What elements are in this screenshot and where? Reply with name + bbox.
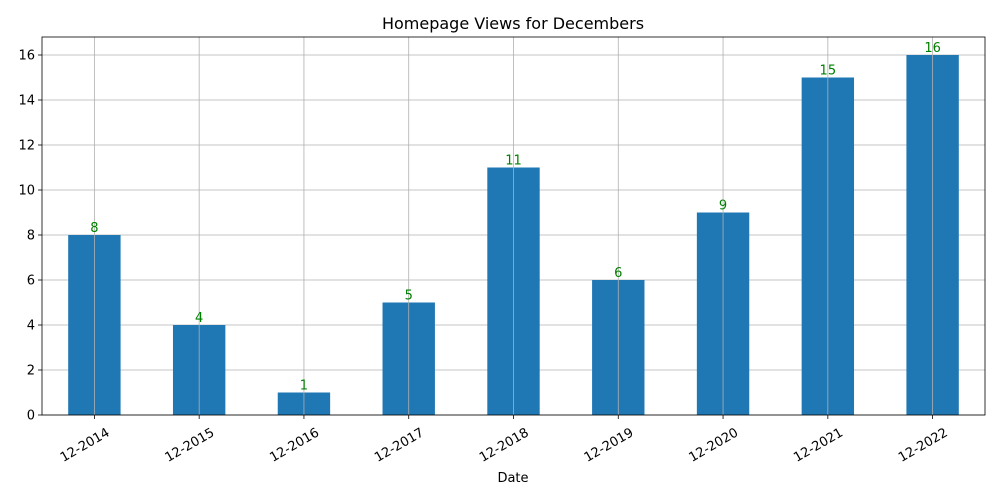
y-tick-label: 16: [18, 49, 35, 64]
chart-title: Homepage Views for Decembers: [382, 14, 644, 33]
y-tick-label: 4: [27, 319, 35, 334]
y-tick-label: 2: [27, 364, 35, 379]
y-tick-label: 6: [27, 274, 35, 289]
data-label: 9: [719, 199, 727, 214]
data-label: 1: [300, 379, 308, 394]
x-tick-label: 12-2015: [163, 425, 218, 465]
y-tick-label: 12: [18, 139, 35, 154]
y-tick-label: 8: [27, 229, 35, 244]
x-tick-label: 12-2022: [896, 425, 951, 465]
x-axis-label: Date: [497, 471, 528, 486]
y-tick-label: 10: [18, 184, 35, 199]
x-tick-label: 12-2020: [687, 425, 742, 465]
data-label: 5: [405, 289, 413, 304]
y-tick-label: 0: [27, 409, 35, 424]
x-tick-label: 12-2019: [582, 425, 637, 465]
x-tick-label: 12-2017: [372, 425, 427, 465]
x-tick-label: 12-2014: [58, 425, 113, 465]
x-axis-ticks: 12-2014 12-2015 12-2016 12-2017 12-2018 12-20…: [58, 415, 951, 466]
vertical-grid-lines: [93, 37, 934, 415]
x-tick-label: 12-2021: [791, 425, 846, 465]
data-label: 6: [614, 266, 622, 281]
y-tick-label: 14: [18, 94, 35, 109]
x-tick-label: 12-2016: [267, 425, 322, 465]
data-label: 4: [195, 311, 203, 326]
data-label: 11: [505, 154, 522, 169]
data-label: 8: [90, 221, 98, 236]
x-tick-label: 12-2018: [477, 425, 532, 465]
data-label: 16: [924, 41, 941, 56]
data-label: 15: [820, 64, 837, 79]
y-axis-ticks: 0 2 4 6 8 10 12 14 16: [18, 49, 42, 424]
